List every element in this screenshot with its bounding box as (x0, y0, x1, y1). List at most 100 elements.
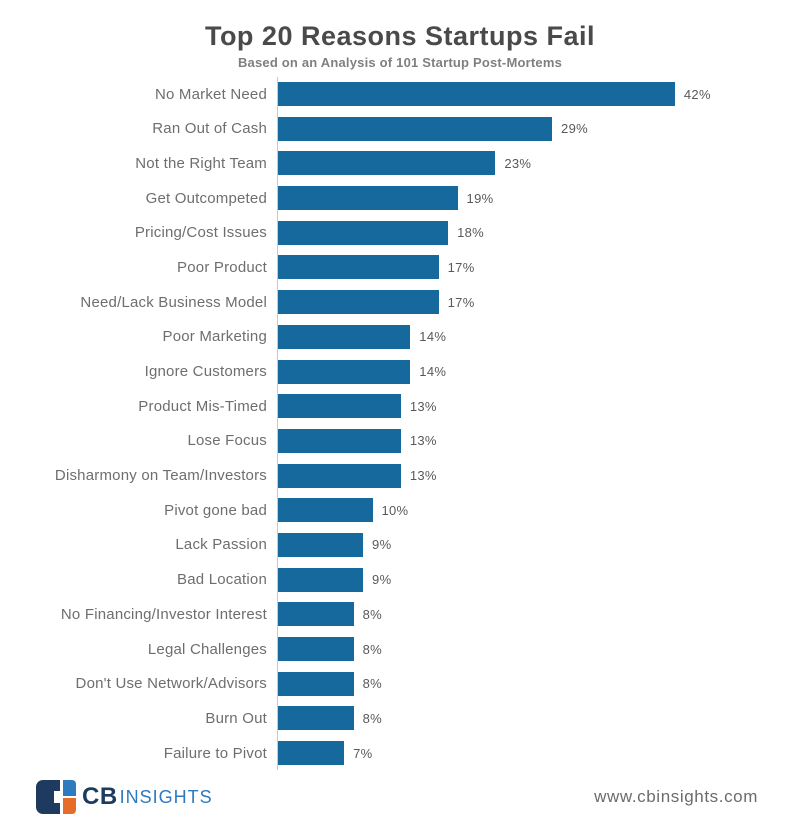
bar-row: Not the Right Team 23% (0, 146, 800, 181)
bar-row: No Market Need 42% (0, 76, 800, 112)
value-label: 13% (409, 398, 437, 414)
value-label: 13% (409, 468, 437, 484)
cbinsights-logo: CB INSIGHTS (36, 780, 213, 815)
bar (278, 706, 354, 731)
bar-zone: 17% (277, 284, 800, 320)
category-label: Pivot gone bad (164, 501, 267, 519)
plot-area: No Market Need 42% Ran Out of Cash 29% N… (0, 76, 800, 771)
bar-zone: 29% (277, 111, 800, 147)
bar-row: Legal Challenges 8% (0, 631, 800, 667)
category-label: No Market Need (154, 85, 267, 103)
category-label: Disharmony on Team/Investors (54, 467, 267, 485)
category-label: Legal Challenges (147, 640, 267, 658)
value-label: 9% (372, 572, 392, 588)
bar-row: Pricing/Cost Issues 18% (0, 215, 800, 251)
footer: CB INSIGHTS www.cbinsights.com (0, 776, 800, 818)
value-label: 8% (362, 676, 382, 692)
category-label: Burn Out (205, 709, 267, 727)
value-label: 18% (457, 225, 485, 241)
bar-row: Ignore Customers 14% (0, 354, 800, 389)
category-label: Bad Location (177, 571, 267, 589)
bar-zone: 7% (277, 735, 800, 771)
bar (278, 428, 401, 453)
bar (278, 741, 345, 766)
bar-row: No Financing/Investor Interest 8% (0, 597, 800, 632)
bar (278, 463, 401, 488)
bar (278, 255, 439, 280)
bar-zone: 18% (277, 215, 800, 251)
bar (278, 498, 373, 523)
chart-subtitle: Based on an Analysis of 101 Startup Post… (237, 54, 563, 70)
value-label: 8% (362, 606, 382, 622)
value-label: 13% (409, 433, 437, 449)
bar-row: Poor Marketing 14% (0, 319, 800, 355)
bar-row: Need/Lack Business Model 17% (0, 284, 800, 320)
logo-c-shape (36, 780, 60, 815)
bar-row: Failure to Pivot 7% (0, 735, 800, 771)
bar-zone: 13% (277, 388, 800, 424)
value-label: 9% (372, 537, 392, 553)
bar-zone: 8% (277, 597, 800, 632)
value-label: 42% (683, 86, 711, 102)
bar-row: Don't Use Network/Advisors 8% (0, 666, 800, 702)
bar-zone: 8% (277, 631, 800, 667)
bar (278, 324, 411, 349)
bar-row: Poor Product 17% (0, 250, 800, 285)
value-label: 17% (447, 259, 475, 275)
bar-zone: 42% (277, 76, 800, 112)
value-label: 23% (504, 155, 532, 171)
bar-zone: 14% (277, 319, 800, 355)
bar-zone: 8% (277, 701, 800, 736)
website-url: www.cbinsights.com (594, 787, 758, 807)
category-label: Need/Lack Business Model (80, 293, 267, 311)
bar-row: Lose Focus 13% (0, 423, 800, 459)
bar-zone: 23% (277, 146, 800, 181)
bar-row: Ran Out of Cash 29% (0, 111, 800, 147)
category-label: Poor Product (177, 258, 267, 276)
bar-zone: 10% (277, 492, 800, 528)
bar-zone: 9% (277, 562, 800, 597)
bar-row: Burn Out 8% (0, 701, 800, 736)
bar-row: Bad Location 9% (0, 562, 800, 597)
category-label: Lack Passion (175, 536, 267, 554)
value-label: 10% (381, 502, 409, 518)
bar-zone: 13% (277, 458, 800, 493)
chart-title: Top 20 Reasons Startups Fail (204, 21, 596, 51)
bar (278, 671, 354, 696)
bar (278, 290, 439, 315)
bar (278, 637, 354, 662)
bar (278, 151, 496, 176)
bar-row: Lack Passion 9% (0, 527, 800, 563)
category-label: Not the Right Team (135, 154, 267, 172)
bar (278, 220, 449, 245)
value-label: 7% (353, 745, 373, 761)
logo-text-insights: INSIGHTS (119, 786, 213, 807)
category-label: Failure to Pivot (163, 744, 267, 762)
category-label: Ignore Customers (144, 363, 267, 381)
bar (278, 82, 675, 107)
bar (278, 602, 354, 627)
bar-zone: 19% (277, 180, 800, 216)
cbinsights-logo-icon (36, 780, 76, 815)
bar-zone: 9% (277, 527, 800, 563)
bar-zone: 14% (277, 354, 800, 389)
bar (278, 116, 553, 141)
category-label: Pricing/Cost Issues (134, 224, 267, 242)
bar-row: Get Outcompeted 19% (0, 180, 800, 216)
category-label: Product Mis-Timed (138, 397, 267, 415)
logo-text-cb: CB (82, 783, 118, 811)
value-label: 17% (447, 294, 475, 310)
value-label: 14% (419, 329, 447, 345)
logo-blue-square (63, 780, 76, 797)
bar-row: Pivot gone bad 10% (0, 492, 800, 528)
bar (278, 567, 364, 592)
bar (278, 394, 401, 419)
value-label: 19% (466, 190, 494, 206)
value-label: 14% (419, 364, 447, 380)
bar-zone: 13% (277, 423, 800, 459)
value-label: 8% (362, 641, 382, 657)
value-label: 29% (561, 121, 588, 137)
category-label: Get Outcompeted (145, 189, 267, 207)
bar (278, 359, 411, 384)
